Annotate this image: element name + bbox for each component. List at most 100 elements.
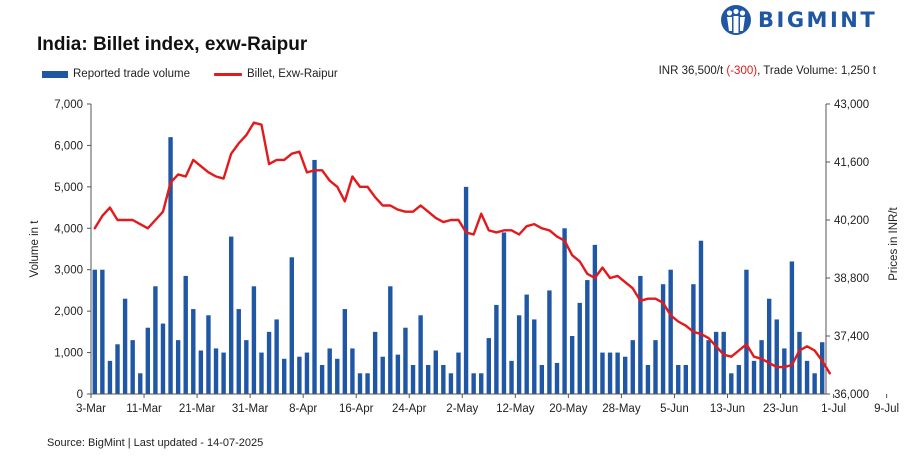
volume-bar bbox=[213, 348, 219, 394]
legend-swatch-price bbox=[213, 72, 242, 76]
volume-bar bbox=[751, 360, 757, 394]
y-axis-title-right: Prices in INR/t bbox=[888, 206, 900, 280]
volume-bar bbox=[766, 298, 772, 394]
x-tick-label: 9-Jul bbox=[874, 403, 899, 415]
volume-bar bbox=[266, 331, 272, 394]
volume-bar bbox=[236, 309, 241, 394]
chart-legend: Reported trade volume Billet, Exw-Raipur bbox=[42, 68, 362, 80]
volume-bar bbox=[812, 373, 817, 394]
y-tick-label-left: 0 bbox=[77, 389, 83, 401]
volume-bar bbox=[463, 186, 469, 394]
volume-bar bbox=[744, 269, 749, 394]
volume-bar bbox=[198, 350, 204, 394]
volume-bar bbox=[524, 294, 529, 394]
volume-bar bbox=[92, 269, 97, 394]
volume-bar bbox=[456, 352, 461, 394]
x-tick-label: 5-Jun bbox=[660, 403, 689, 415]
y-tick-label-left: 5,000 bbox=[54, 182, 83, 194]
volume-bar bbox=[191, 309, 196, 394]
legend-swatch-volume bbox=[42, 70, 68, 78]
volume-bar bbox=[357, 373, 363, 394]
volume-bar bbox=[706, 340, 711, 394]
source-note: Source: BigMint | Last updated - 14-07-2… bbox=[47, 437, 264, 449]
volume-bar bbox=[244, 340, 249, 394]
price-summary: INR 36,500/t (-300), Trade Volume: 1,250… bbox=[659, 65, 876, 77]
x-tick-label: 2-May bbox=[446, 403, 478, 415]
volume-bar bbox=[554, 362, 560, 394]
volume-bar bbox=[304, 352, 310, 394]
volume-bar bbox=[645, 365, 651, 394]
volume-bar bbox=[380, 356, 385, 394]
volume-bar bbox=[577, 302, 582, 394]
legend-label-volume: Reported trade volume bbox=[73, 68, 190, 80]
x-tick-label: 23-Jun bbox=[763, 403, 798, 415]
volume-bar bbox=[107, 360, 113, 394]
volume-bar bbox=[395, 354, 401, 394]
volume-bar bbox=[282, 358, 287, 394]
volume-bar bbox=[145, 327, 151, 394]
volume-bar bbox=[721, 331, 726, 394]
volume-bar bbox=[433, 350, 438, 394]
volume-bar bbox=[122, 298, 128, 394]
volume-bar bbox=[615, 352, 620, 394]
y-tick-label-left: 2,000 bbox=[54, 306, 83, 318]
volume-bar bbox=[569, 336, 575, 394]
volume-bar bbox=[183, 275, 188, 394]
volume-bar bbox=[691, 284, 696, 394]
y-tick-label-right: 37,400 bbox=[834, 331, 869, 343]
volume-bar bbox=[259, 352, 264, 394]
legend-item-price: Billet, Exw-Raipur bbox=[213, 68, 338, 80]
volume-bar bbox=[335, 358, 340, 394]
volume-bar bbox=[698, 240, 704, 394]
volume-bar bbox=[804, 360, 810, 394]
volume-bar bbox=[660, 284, 666, 394]
volume-bar bbox=[516, 315, 522, 394]
bigmint-logo-text: BIGMINT bbox=[758, 8, 878, 32]
x-tick-label: 12-May bbox=[496, 403, 535, 415]
volume-bar bbox=[759, 340, 764, 394]
y-tick-label-right: 41,600 bbox=[834, 157, 869, 169]
volume-bar bbox=[372, 331, 378, 394]
volume-bar bbox=[736, 365, 742, 394]
volume-bar bbox=[471, 373, 476, 394]
y-tick-label-left: 6,000 bbox=[54, 140, 83, 152]
volume-bar bbox=[100, 269, 105, 394]
x-tick-label: 13-Jun bbox=[710, 403, 745, 415]
y-tick-label-right: 43,000 bbox=[834, 99, 869, 111]
volume-bar bbox=[115, 344, 120, 394]
x-tick-label: 11-Mar bbox=[126, 403, 162, 415]
x-tick-label: 20-May bbox=[549, 403, 588, 415]
legend-label-price: Billet, Exw-Raipur bbox=[246, 68, 338, 80]
x-tick-label: 21-Mar bbox=[179, 403, 216, 415]
volume-bar bbox=[532, 319, 537, 394]
x-tick-label: 16-Apr bbox=[339, 403, 374, 415]
volume-bar bbox=[607, 352, 613, 394]
volume-bar bbox=[782, 348, 787, 394]
volume-bar bbox=[623, 356, 628, 394]
volume-bar bbox=[638, 275, 643, 394]
volume-bar bbox=[600, 352, 605, 394]
volume-bar bbox=[297, 356, 302, 394]
x-tick-label: 3-Mar bbox=[76, 403, 106, 415]
volume-bar bbox=[388, 286, 393, 394]
volume-bar bbox=[509, 360, 514, 394]
volume-bar bbox=[441, 365, 446, 394]
volume-bar bbox=[547, 290, 552, 394]
summary-price: INR 36,500/t bbox=[658, 65, 724, 77]
volume-bar bbox=[539, 365, 545, 394]
y-tick-label-right: 38,800 bbox=[834, 273, 869, 285]
volume-bar bbox=[683, 365, 689, 394]
x-tick-label: 8-Apr bbox=[289, 403, 317, 415]
y-tick-label-right: 40,200 bbox=[834, 215, 869, 227]
volume-bar bbox=[668, 269, 673, 394]
volume-bar bbox=[797, 331, 802, 394]
x-tick-label: 28-May bbox=[602, 403, 641, 415]
volume-bar bbox=[228, 236, 234, 394]
summary-change: (-300) bbox=[726, 65, 758, 77]
volume-bar bbox=[713, 331, 719, 394]
price-line bbox=[93, 121, 831, 375]
volume-bar bbox=[479, 373, 484, 394]
volume-bar bbox=[653, 340, 658, 394]
volume-bar bbox=[820, 342, 825, 394]
